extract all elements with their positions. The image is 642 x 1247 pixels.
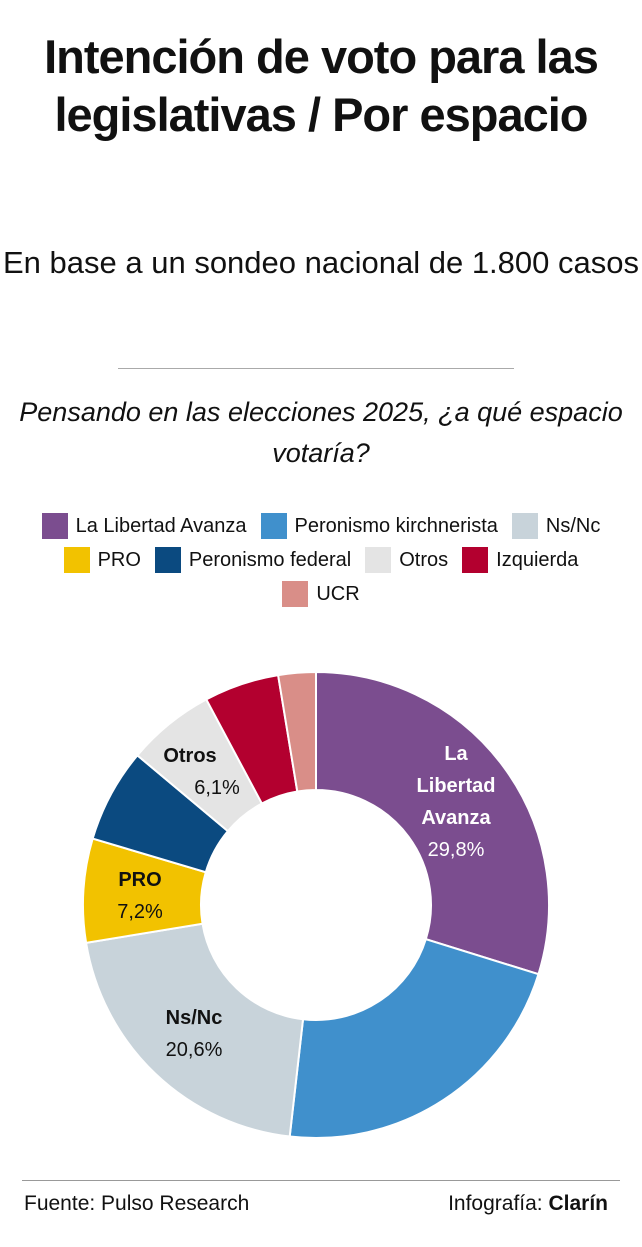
- legend-label: UCR: [316, 582, 360, 605]
- page-title: Intención de voto para las legislativas …: [44, 30, 599, 141]
- legend-item: La Libertad Avanza: [41, 512, 247, 540]
- credit-prefix: Infografía:: [448, 1192, 543, 1215]
- legend-label: Ns/Nc: [545, 514, 601, 537]
- slice-peronismo-kirchnerista: [288, 937, 540, 1139]
- credit-brand: Clarín: [548, 1192, 608, 1215]
- slice-name-label: Avanza: [421, 807, 491, 829]
- slice-name-label: Otros: [163, 745, 216, 767]
- slice-value-label: 20,6%: [166, 1039, 223, 1061]
- slice-ucr: [276, 670, 317, 793]
- legend-label: PRO: [97, 548, 141, 571]
- legend-swatch: [462, 547, 489, 573]
- legend-swatch: [41, 513, 68, 539]
- legend-swatch: [260, 513, 287, 539]
- legend-item: Otros: [365, 546, 448, 574]
- slice-ns-nc: [84, 922, 305, 1138]
- legend-swatch: [365, 547, 392, 573]
- slice-name-label: La: [444, 743, 468, 765]
- legend-item: UCR: [282, 580, 360, 608]
- legend-label: Peronismo federal: [188, 548, 352, 571]
- legend-swatch: [511, 513, 538, 539]
- legend-swatch: [63, 547, 90, 573]
- legend-label: Peronismo kirchnerista: [294, 514, 498, 537]
- legend-item: Izquierda: [462, 546, 578, 574]
- slice-name-label: Ns/Nc: [166, 1007, 223, 1029]
- slice-value-label: 6,1%: [194, 777, 240, 799]
- legend-item: Peronismo kirchnerista: [260, 512, 498, 540]
- legend-label: La Libertad Avanza: [75, 514, 247, 537]
- subtitle: En base a un sondeo nacional de 1.800 ca…: [3, 245, 639, 280]
- legend: La Libertad Avanza Peronismo kirchnerista…: [30, 512, 612, 608]
- slice-value-label: 29,8%: [428, 839, 485, 861]
- footer-divider: [22, 1180, 620, 1181]
- legend-label: Izquierda: [496, 548, 579, 571]
- slice-la-libertad-avanza: [315, 670, 550, 976]
- legend-item: Peronismo federal: [154, 546, 352, 574]
- legend-item: Ns/Nc: [511, 512, 601, 540]
- legend-swatch: [282, 581, 309, 607]
- slice-value-label: 7,2%: [117, 901, 163, 923]
- slice-name-label: Libertad: [417, 775, 496, 797]
- legend-item: PRO: [63, 546, 141, 574]
- question: Pensando en las elecciones 2025, ¿a qué …: [19, 397, 623, 468]
- donut-chart: La Libertad Avanza 29,8% Ns/Nc 20,6% PRO 7,2% Ot…: [82, 670, 550, 1139]
- slice-name-label: PRO: [118, 869, 161, 891]
- credit: Infografía: Clarín: [448, 1192, 608, 1216]
- legend-label: Otros: [399, 548, 449, 571]
- divider: [118, 368, 514, 369]
- legend-swatch: [154, 547, 181, 573]
- source: Fuente: Pulso Research: [24, 1192, 250, 1215]
